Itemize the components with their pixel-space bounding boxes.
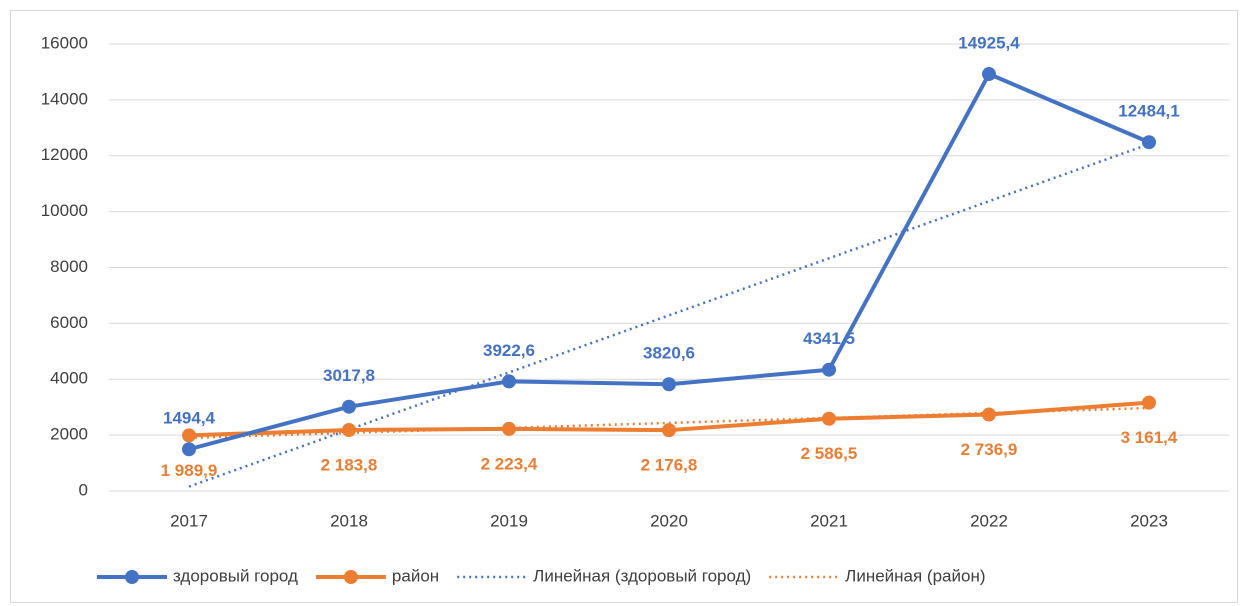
marker — [342, 399, 356, 414]
data-label: 3017,8 — [323, 366, 375, 385]
y-tick-label: 2000 — [50, 425, 88, 444]
x-tick-label: 2018 — [330, 511, 368, 530]
y-tick-label: 16000 — [41, 33, 88, 52]
data-label: 1 989,9 — [161, 461, 218, 480]
y-tick-label: 12000 — [41, 145, 88, 164]
data-label: 14925,4 — [958, 34, 1020, 53]
legend-label: Линейная (район) — [845, 566, 985, 585]
x-tick-label: 2020 — [650, 511, 688, 530]
y-tick-label: 4000 — [50, 369, 88, 388]
marker — [502, 374, 516, 389]
data-label: 2 736,9 — [961, 440, 1018, 459]
y-tick-label: 0 — [79, 480, 88, 499]
data-label: 2 183,8 — [321, 455, 378, 474]
marker — [822, 411, 836, 426]
marker — [182, 442, 196, 457]
x-tick-label: 2023 — [1130, 511, 1168, 530]
marker — [342, 422, 356, 437]
data-label: 3922,6 — [483, 341, 535, 360]
data-label: 12484,1 — [1118, 102, 1179, 121]
marker — [182, 428, 196, 443]
legend: здоровый город район Линейная (здоровый го… — [97, 566, 986, 585]
data-label: 2 586,5 — [801, 444, 858, 463]
marker — [982, 407, 996, 422]
trend-line — [188, 406, 1150, 440]
legend-label: Линейная (здоровый город) — [533, 566, 751, 585]
marker — [662, 377, 676, 392]
data-label: 2 223,4 — [481, 454, 538, 473]
x-tick-label: 2022 — [970, 511, 1008, 530]
marker — [662, 423, 676, 438]
marker — [982, 67, 996, 82]
marker — [1142, 395, 1156, 410]
marker — [822, 362, 836, 377]
legend-label: район — [392, 566, 439, 585]
data-label: 1494,4 — [163, 409, 216, 428]
y-tick-label: 8000 — [50, 257, 88, 276]
y-tick-label: 14000 — [41, 89, 88, 108]
data-label: 3 161,4 — [1121, 428, 1178, 447]
y-tick-label: 6000 — [50, 313, 88, 332]
x-tick-label: 2021 — [810, 511, 848, 530]
chart-border — [10, 10, 1238, 603]
x-tick-label: 2019 — [490, 511, 528, 530]
data-label: 4341,5 — [803, 329, 855, 348]
legend-label: здоровый город — [173, 566, 298, 585]
marker — [502, 421, 516, 436]
y-tick-label: 10000 — [41, 201, 88, 220]
data-label: 2 176,8 — [641, 456, 698, 475]
marker — [1142, 135, 1156, 150]
legend-marker — [343, 570, 358, 584]
x-tick-label: 2017 — [170, 511, 208, 530]
legend-marker — [125, 570, 139, 584]
data-label: 3820,6 — [643, 344, 695, 363]
